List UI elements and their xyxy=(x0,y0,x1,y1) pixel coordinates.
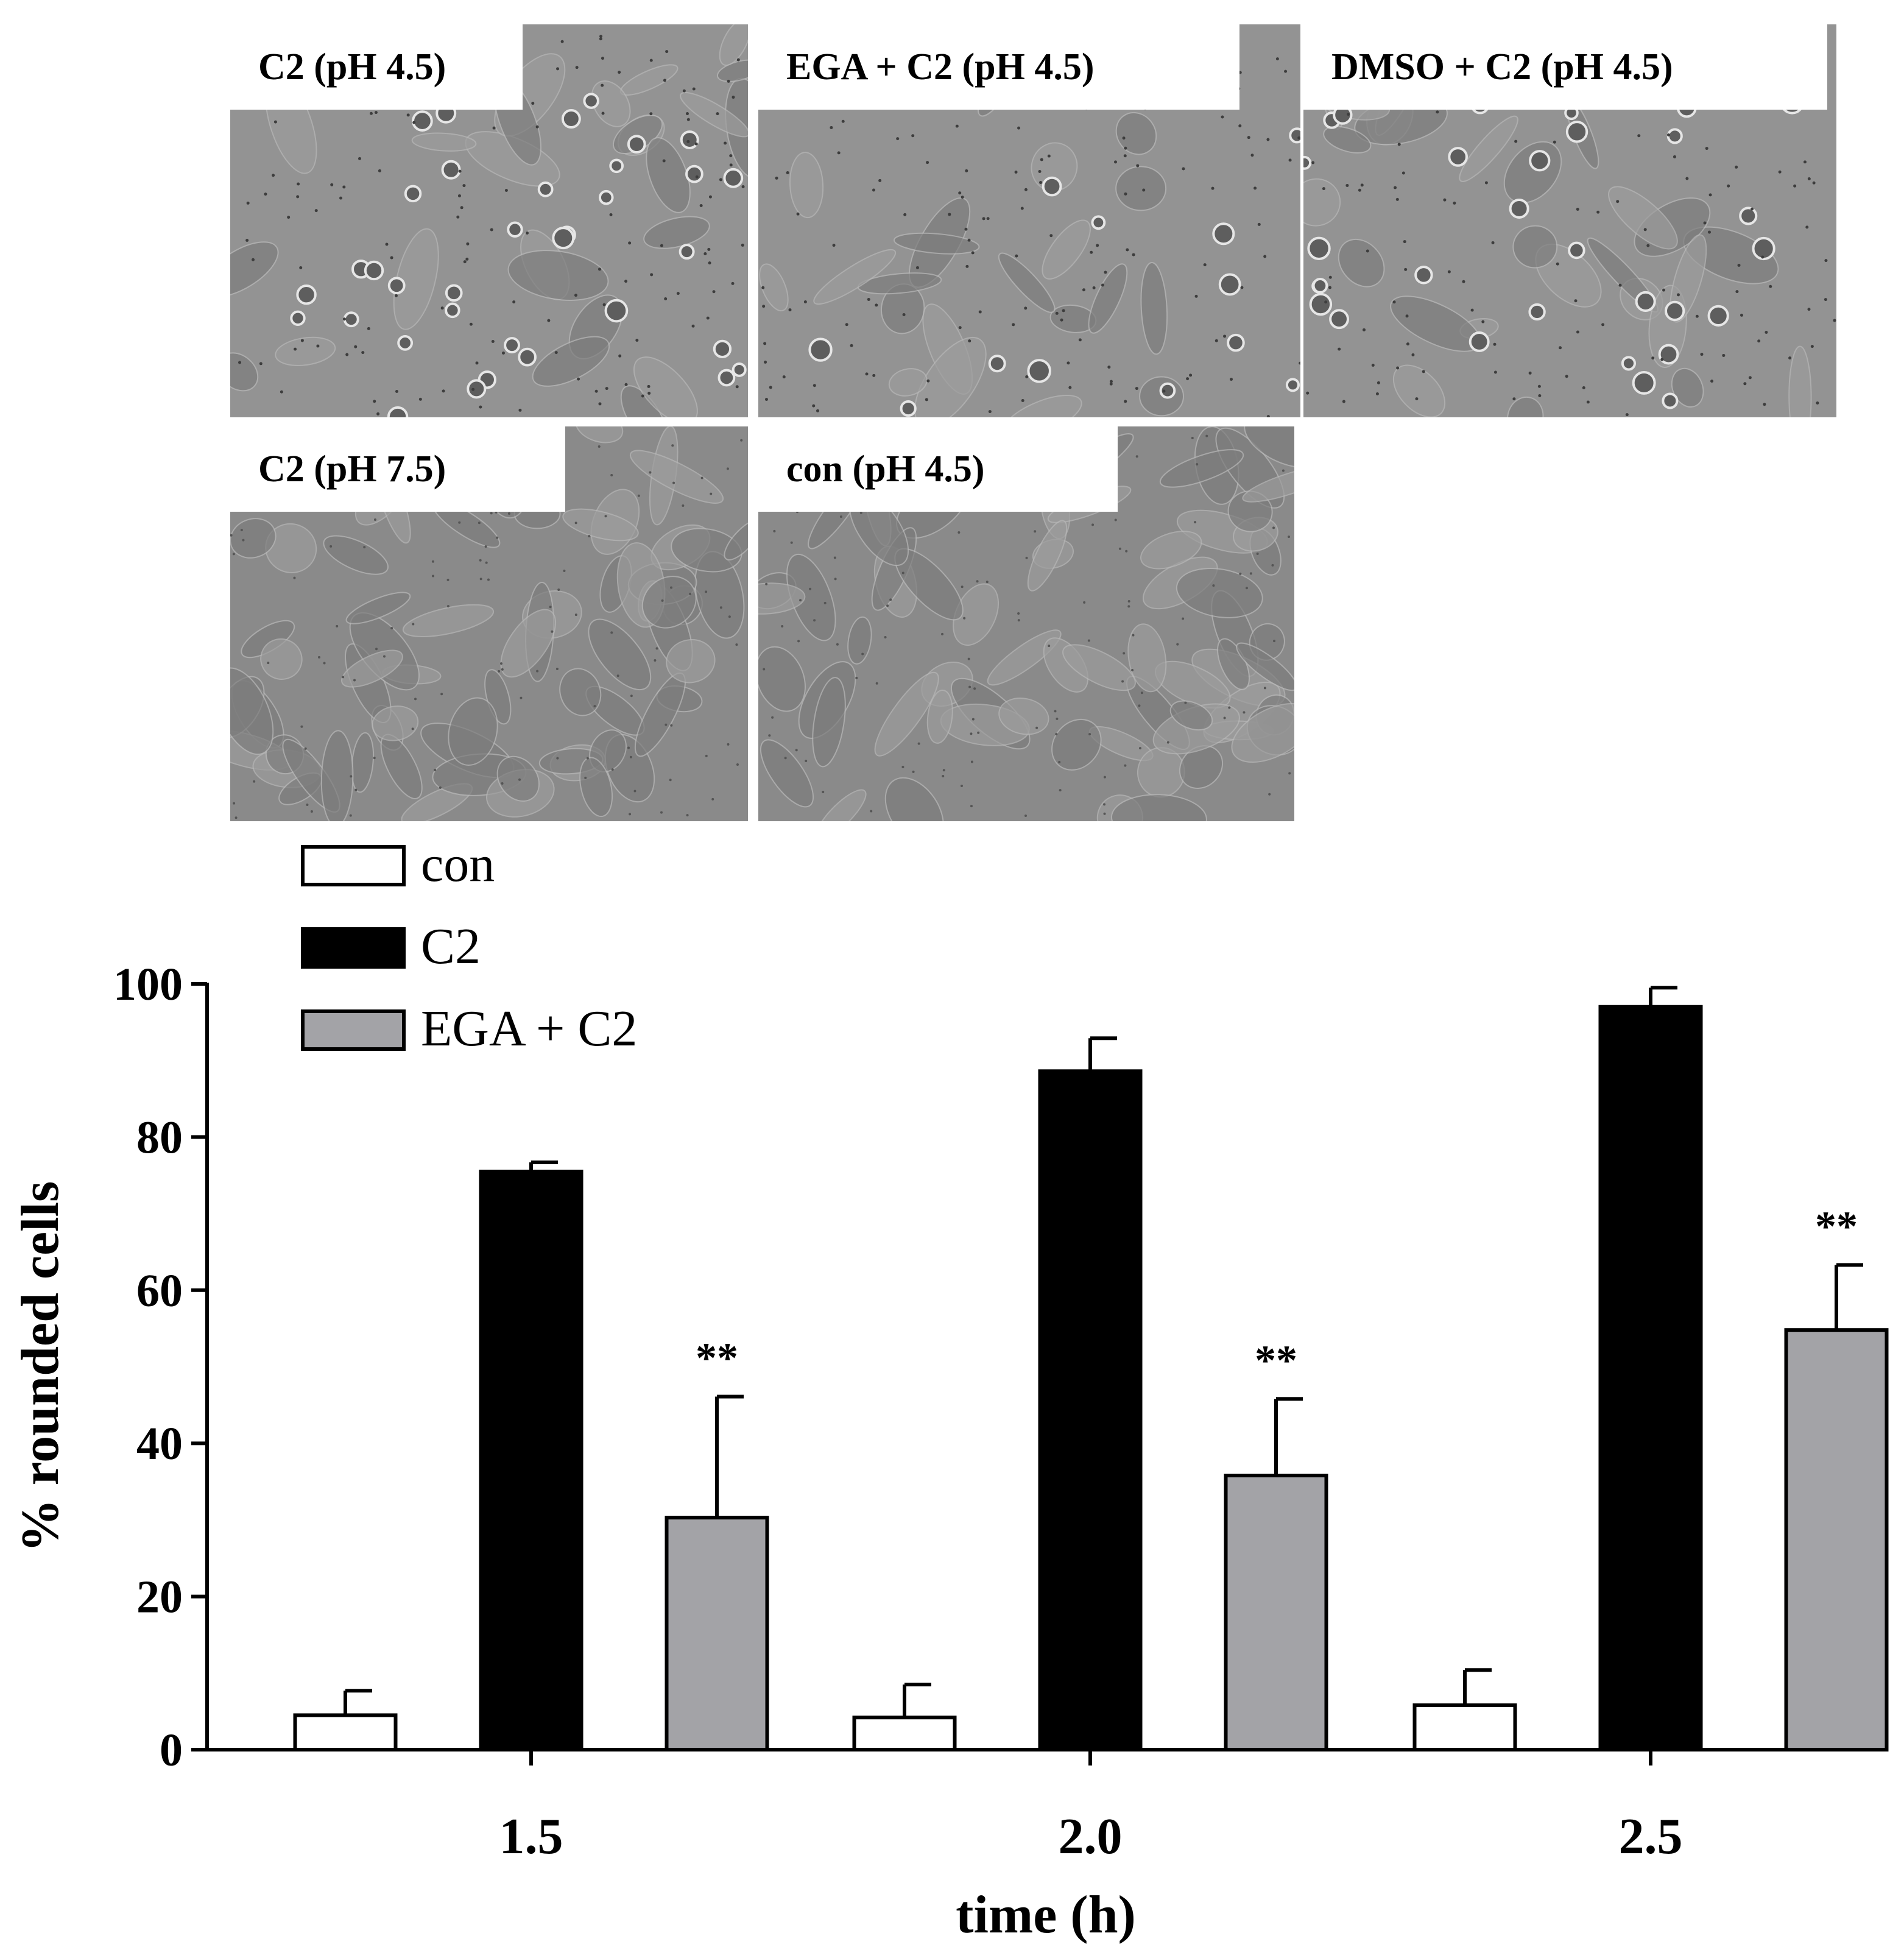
significance-marker: ** xyxy=(696,1335,738,1382)
bar-c2 xyxy=(1598,1005,1703,1752)
bar-c2 xyxy=(479,1169,584,1751)
bar-con xyxy=(1412,1703,1517,1751)
y-tick-label: 100 xyxy=(113,959,183,1010)
panel-label: DMSO + C2 (pH 4.5) xyxy=(1303,24,1827,110)
y-tick-label: 40 xyxy=(136,1418,183,1469)
y-tick-label: 60 xyxy=(136,1265,183,1317)
micrograph-panel-con-ph45: con (pH 4.5) xyxy=(758,426,1294,821)
panel-label: EGA + C2 (pH 4.5) xyxy=(758,24,1239,110)
x-tick-label: 2.0 xyxy=(1059,1808,1123,1865)
micrograph-panel-c2-ph45: C2 (pH 4.5) xyxy=(230,24,748,417)
legend-label: C2 xyxy=(421,918,481,975)
x-tick-label: 1.5 xyxy=(499,1808,563,1865)
bar-chart: 0 20 40 60 80 100 1.5 2.0 2.5 ** ** ** con C2 EGA + … xyxy=(11,836,1889,1944)
legend-label: EGA + C2 xyxy=(421,1000,637,1057)
x-tick-label: 2.5 xyxy=(1619,1808,1683,1865)
legend-swatch xyxy=(301,927,406,969)
panel-label: con (pH 4.5) xyxy=(758,426,1118,512)
legend-swatch xyxy=(301,1009,406,1051)
bar-c2 xyxy=(1038,1069,1143,1752)
bar-con xyxy=(293,1713,398,1752)
y-tick-label: 20 xyxy=(136,1572,183,1623)
y-axis-title: % rounded cells xyxy=(11,1181,70,1553)
micrograph-image xyxy=(230,426,748,821)
panel-label: C2 (pH 7.5) xyxy=(230,426,565,512)
significance-marker: ** xyxy=(1815,1203,1858,1250)
significance-marker: ** xyxy=(1255,1337,1297,1384)
micrograph-panel-dmso-c2-ph45: DMSO + C2 (pH 4.5) xyxy=(1303,24,1836,417)
chart-legend: con C2 EGA + C2 xyxy=(301,836,637,1057)
x-axis-title: time (h) xyxy=(956,1886,1136,1944)
bar-ega-c2 xyxy=(1224,1473,1328,1752)
bar-ega-c2 xyxy=(665,1516,769,1752)
legend-swatch xyxy=(301,845,406,886)
legend-label: con xyxy=(421,836,495,892)
bar-ega-c2 xyxy=(1784,1328,1889,1751)
y-tick-label: 80 xyxy=(136,1112,183,1163)
chart-bars: ** ** ** xyxy=(293,986,1889,1752)
micrograph-panel-c2-ph75: C2 (pH 7.5) xyxy=(230,426,748,821)
bar-con xyxy=(852,1716,957,1752)
micrograph-panel-ega-c2-ph45: EGA + C2 (pH 4.5) xyxy=(758,24,1300,417)
panel-label: C2 (pH 4.5) xyxy=(230,24,523,110)
y-tick-label: 0 xyxy=(160,1725,183,1776)
